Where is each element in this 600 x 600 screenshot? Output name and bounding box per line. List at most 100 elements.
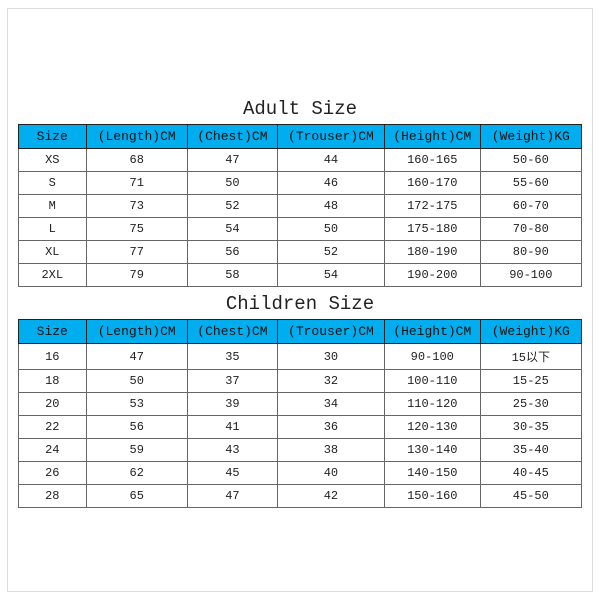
table-cell: 50-60 <box>480 149 581 172</box>
table-cell: 47 <box>86 344 187 370</box>
table-cell: 100-110 <box>384 370 480 393</box>
table-cell: 56 <box>86 416 187 439</box>
table-cell: 130-140 <box>384 439 480 462</box>
table-cell: 53 <box>86 393 187 416</box>
table-row: M735248172-17560-70 <box>19 195 582 218</box>
table-cell: 68 <box>86 149 187 172</box>
table-cell: 46 <box>277 172 384 195</box>
table-header-row: Size (Length)CM (Chest)CM (Trouser)CM (H… <box>19 125 582 149</box>
table-cell: 42 <box>277 485 384 508</box>
table-row: 24594338130-14035-40 <box>19 439 582 462</box>
table-cell: 44 <box>277 149 384 172</box>
table-cell: 48 <box>277 195 384 218</box>
table-cell: 90-100 <box>384 344 480 370</box>
table-cell: 25-30 <box>480 393 581 416</box>
table-cell: 90-100 <box>480 264 581 287</box>
table-cell: 160-165 <box>384 149 480 172</box>
col-chest: (Chest)CM <box>187 320 277 344</box>
table-cell: 175-180 <box>384 218 480 241</box>
table-cell: 56 <box>187 241 277 264</box>
adult-tbody: XS684744160-16550-60S715046160-17055-60M… <box>19 149 582 287</box>
col-trouser: (Trouser)CM <box>277 125 384 149</box>
table-row: L755450175-18070-80 <box>19 218 582 241</box>
table-cell: 160-170 <box>384 172 480 195</box>
table-cell: 35-40 <box>480 439 581 462</box>
table-cell: 59 <box>86 439 187 462</box>
col-weight: (Weight)KG <box>480 320 581 344</box>
table-cell: 37 <box>187 370 277 393</box>
table-cell: 172-175 <box>384 195 480 218</box>
table-cell: 35 <box>187 344 277 370</box>
table-cell: 41 <box>187 416 277 439</box>
table-row: XS684744160-16550-60 <box>19 149 582 172</box>
table-row: 2XL795854190-20090-100 <box>19 264 582 287</box>
table-row: 1647353090-10015以下 <box>19 344 582 370</box>
table-cell: 38 <box>277 439 384 462</box>
table-cell: 52 <box>277 241 384 264</box>
table-cell: M <box>19 195 87 218</box>
table-cell: 2XL <box>19 264 87 287</box>
chart-frame: Adult Size Size (Length)CM (Chest)CM (Tr… <box>7 8 593 592</box>
table-cell: 70-80 <box>480 218 581 241</box>
table-cell: 30 <box>277 344 384 370</box>
table-row: 22564136120-13030-35 <box>19 416 582 439</box>
table-cell: 24 <box>19 439 87 462</box>
col-trouser: (Trouser)CM <box>277 320 384 344</box>
table-cell: 110-120 <box>384 393 480 416</box>
table-cell: 71 <box>86 172 187 195</box>
table-row: S715046160-17055-60 <box>19 172 582 195</box>
table-cell: 73 <box>86 195 187 218</box>
col-length: (Length)CM <box>86 320 187 344</box>
col-length: (Length)CM <box>86 125 187 149</box>
col-height: (Height)CM <box>384 320 480 344</box>
table-cell: L <box>19 218 87 241</box>
table-cell: 26 <box>19 462 87 485</box>
table-header-row: Size (Length)CM (Chest)CM (Trouser)CM (H… <box>19 320 582 344</box>
table-cell: 16 <box>19 344 87 370</box>
table-cell: 150-160 <box>384 485 480 508</box>
children-tbody: 1647353090-10015以下18503732100-11015-2520… <box>19 344 582 508</box>
table-cell: 54 <box>187 218 277 241</box>
table-cell: 75 <box>86 218 187 241</box>
table-cell: 54 <box>277 264 384 287</box>
table-cell: 40-45 <box>480 462 581 485</box>
table-row: XL775652180-19080-90 <box>19 241 582 264</box>
table-cell: 22 <box>19 416 87 439</box>
table-cell: 36 <box>277 416 384 439</box>
table-cell: 45 <box>187 462 277 485</box>
table-cell: 55-60 <box>480 172 581 195</box>
table-cell: 50 <box>277 218 384 241</box>
table-cell: 60-70 <box>480 195 581 218</box>
adult-title: Adult Size <box>18 98 582 120</box>
col-weight: (Weight)KG <box>480 125 581 149</box>
table-row: 26624540140-15040-45 <box>19 462 582 485</box>
table-cell: 32 <box>277 370 384 393</box>
table-cell: 39 <box>187 393 277 416</box>
table-cell: 45-50 <box>480 485 581 508</box>
children-size-table: Size (Length)CM (Chest)CM (Trouser)CM (H… <box>18 319 582 508</box>
table-cell: 28 <box>19 485 87 508</box>
table-cell: 15-25 <box>480 370 581 393</box>
table-row: 28654742150-16045-50 <box>19 485 582 508</box>
table-cell: 52 <box>187 195 277 218</box>
table-cell: 47 <box>187 485 277 508</box>
col-size: Size <box>19 320 87 344</box>
table-cell: 80-90 <box>480 241 581 264</box>
table-cell: 47 <box>187 149 277 172</box>
table-cell: 30-35 <box>480 416 581 439</box>
table-row: 18503732100-11015-25 <box>19 370 582 393</box>
col-chest: (Chest)CM <box>187 125 277 149</box>
table-cell: XS <box>19 149 87 172</box>
table-cell: 79 <box>86 264 187 287</box>
page: Adult Size Size (Length)CM (Chest)CM (Tr… <box>0 0 600 600</box>
table-cell: 50 <box>86 370 187 393</box>
table-cell: 77 <box>86 241 187 264</box>
table-cell: 43 <box>187 439 277 462</box>
children-title: Children Size <box>18 293 582 315</box>
table-cell: 190-200 <box>384 264 480 287</box>
table-cell: 15以下 <box>480 344 581 370</box>
table-cell: 62 <box>86 462 187 485</box>
table-cell: 58 <box>187 264 277 287</box>
table-cell: XL <box>19 241 87 264</box>
table-row: 20533934110-12025-30 <box>19 393 582 416</box>
